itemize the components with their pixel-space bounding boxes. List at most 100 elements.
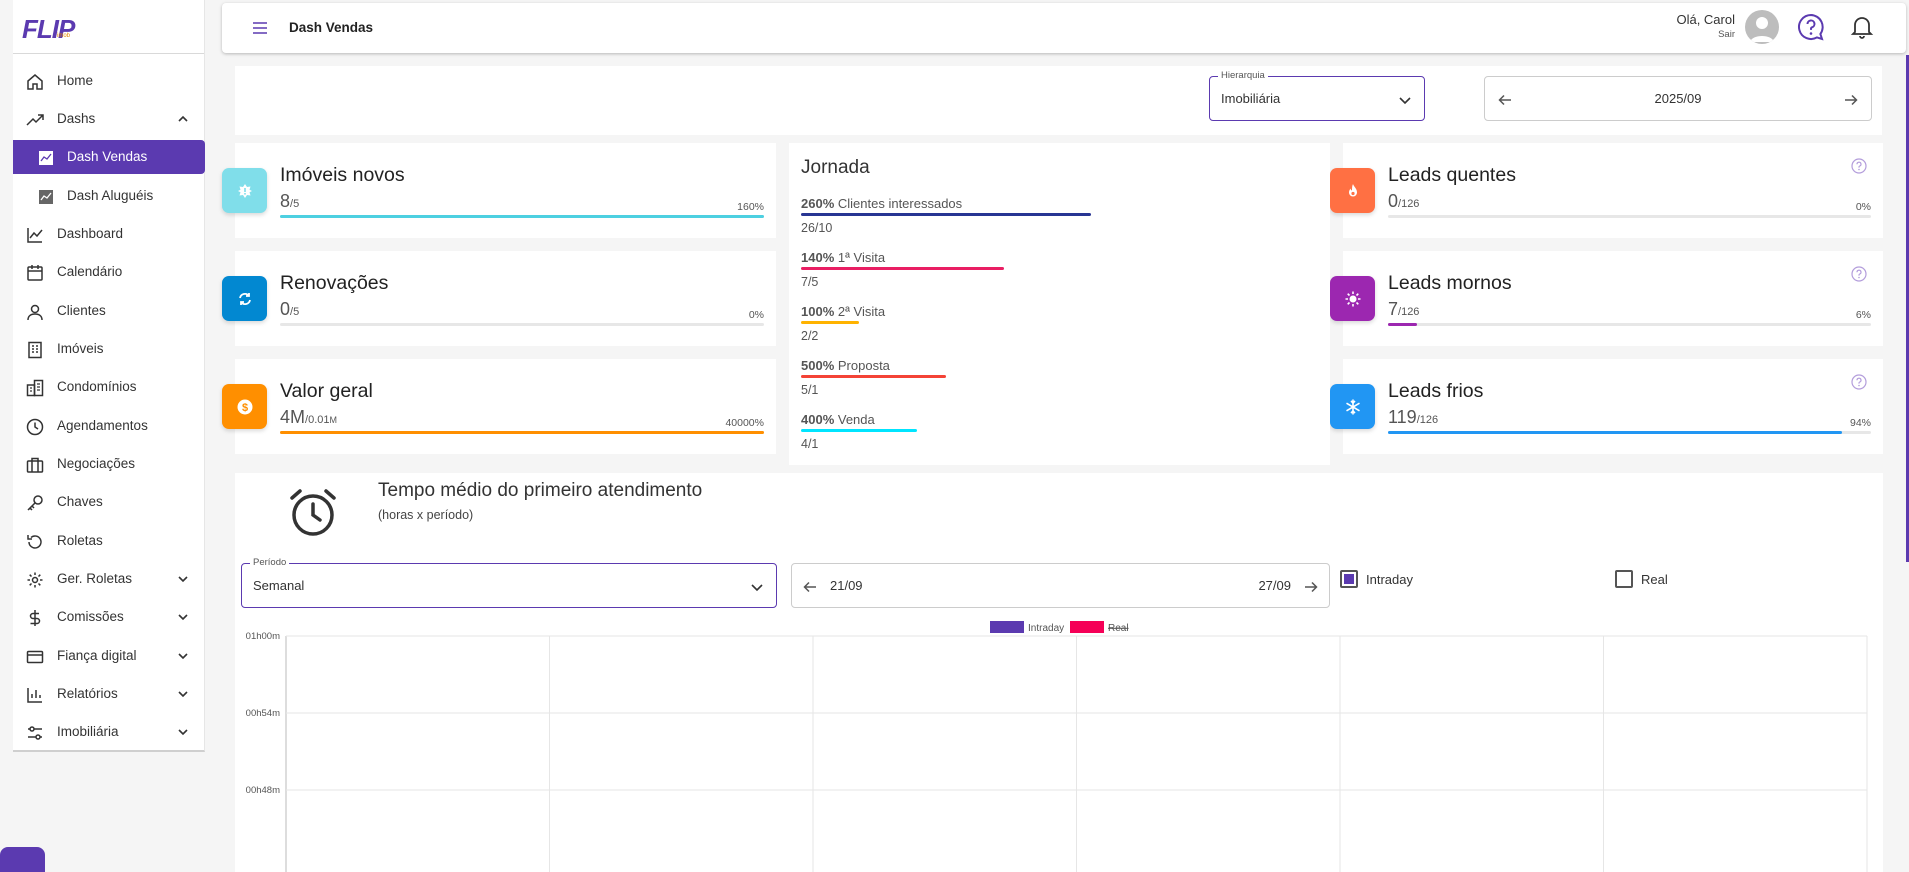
kpi-percent: 94% — [1849, 417, 1871, 429]
hierarquia-select[interactable]: Hierarquia Imobiliária — [1209, 70, 1425, 121]
next-month-icon[interactable] — [1843, 92, 1859, 108]
avatar[interactable] — [1745, 10, 1779, 44]
sidebar-item-imoveis[interactable]: Imóveis — [13, 332, 205, 366]
bell-icon[interactable] — [1849, 14, 1875, 40]
intraday-checkbox[interactable]: Intraday — [1340, 570, 1413, 588]
kpi-value-group: 4M/0.01M — [280, 407, 337, 428]
prev-week-icon[interactable] — [802, 579, 818, 595]
kpi-target-unit: M — [329, 415, 337, 425]
sidebar-item-label: Imobiliária — [57, 724, 119, 739]
periodo-select[interactable]: Período Semanal — [241, 557, 777, 608]
sidebar-item-relatorios[interactable]: Relatórios — [13, 677, 205, 711]
gear-icon — [26, 571, 44, 589]
kpi-target: /126 — [1416, 414, 1439, 426]
real-checkbox-box[interactable] — [1615, 570, 1633, 588]
sidebar-item-label: Roletas — [57, 533, 103, 548]
kpi-progress-track — [1388, 215, 1871, 218]
kpi-title: Leads mornos — [1388, 272, 1512, 294]
next-week-icon[interactable] — [1303, 579, 1319, 595]
help-icon[interactable] — [1797, 13, 1825, 41]
kpi-title: Renovações — [280, 272, 389, 294]
stage-header: 260% Clientes interessados — [801, 196, 1321, 211]
jornada-stage: 260% Clientes interessados 26/10 — [801, 196, 1321, 235]
logo[interactable]: FLIP imob — [13, 0, 204, 54]
stage-label: Venda — [837, 412, 875, 427]
intraday-label: Intraday — [1366, 571, 1413, 587]
sidebar-item-label: Relatórios — [57, 686, 118, 701]
sidebar-item-comissoes[interactable]: Comissões — [13, 600, 205, 634]
chat-widget-button[interactable] — [0, 847, 45, 872]
sidebar-item-label: Dashboard — [57, 226, 124, 241]
menu-icon[interactable] — [252, 20, 268, 36]
sidebar-item-label: Ger. Roletas — [57, 571, 133, 586]
sidebar-item-chaves[interactable]: Chaves — [13, 485, 205, 519]
hierarquia-label: Hierarquia — [1218, 70, 1268, 81]
kpi-card-imoveis-novos: Imóveis novos 8/5 160% — [235, 143, 776, 238]
date-to: 27/09 — [1258, 578, 1291, 593]
sidebar-item-fianca-digital[interactable]: Fiança digital — [13, 639, 205, 673]
sidebar-item-ger-roletas[interactable]: Ger. Roletas — [13, 562, 205, 596]
help-circle-icon[interactable] — [1851, 266, 1867, 282]
sidebar-item-clientes[interactable]: Clientes — [13, 294, 205, 328]
sidebar-item-agendamentos[interactable]: Agendamentos — [13, 409, 205, 443]
filter-bar: Hierarquia Imobiliária 2025/09 — [235, 66, 1882, 135]
sidebar-item-label: Dash Vendas — [67, 149, 148, 164]
logout-link[interactable]: Sair — [1718, 29, 1735, 40]
legend-swatch — [990, 621, 1024, 633]
kpi-title: Imóveis novos — [280, 164, 405, 186]
intraday-checkbox-box[interactable] — [1340, 570, 1358, 588]
kpi-progress-track — [280, 323, 764, 326]
sidebar-item-dash-vendas[interactable]: Dash Vendas — [13, 140, 205, 174]
chevron-down-icon[interactable] — [177, 726, 189, 738]
help-circle-icon[interactable] — [1851, 158, 1867, 174]
sidebar-item-label: Chaves — [57, 494, 103, 509]
real-checkbox[interactable]: Real — [1615, 570, 1668, 588]
line-chart-icon — [26, 226, 44, 244]
top-bar: Dash Vendas Olá, Carol Sair — [222, 3, 1906, 53]
money-icon: $ — [222, 384, 267, 429]
chevron-down-icon[interactable] — [177, 611, 189, 623]
sidebar: FLIP imob Home Dashs Dash Vendas Dash Alugu… — [13, 0, 205, 752]
sidebar-item-calendario[interactable]: Calendário — [13, 255, 205, 289]
sidebar-item-label: Condomínios — [57, 379, 137, 394]
scrollbar[interactable] — [1906, 55, 1909, 562]
sidebar-item-label: Calendário — [57, 264, 123, 279]
clock-icon — [26, 418, 44, 436]
kpi-percent: 0% — [1855, 201, 1871, 213]
sidebar-item-negociacoes[interactable]: Negociações — [13, 447, 205, 481]
sidebar-item-home[interactable]: Home — [13, 64, 205, 98]
greeting-text: Olá, Carol — [1676, 12, 1735, 27]
periodo-label: Período — [250, 557, 290, 568]
tempo-chart: Intraday Real 01h00m 00h54m 00h48m — [246, 621, 1868, 872]
y-tick-label: 00h48m — [246, 785, 280, 796]
kpi-progress-track — [280, 431, 764, 434]
chevron-down-icon[interactable] — [177, 688, 189, 700]
sidebar-item-dash-alugueis[interactable]: Dash Aluguéis — [13, 179, 205, 213]
kpi-card-leads-frios: Leads frios 119/126 94% — [1343, 359, 1883, 454]
help-circle-icon[interactable] — [1851, 374, 1867, 390]
jornada-stage: 500% Proposta 5/1 — [801, 358, 1321, 397]
kpi-value-group: 7/126 — [1388, 299, 1419, 320]
sidebar-item-label: Agendamentos — [57, 418, 148, 433]
chevron-down-icon[interactable] — [177, 573, 189, 585]
kpi-target: /5 — [290, 306, 300, 318]
kpi-value-group: 8/5 — [280, 191, 299, 212]
prev-month-icon[interactable] — [1497, 92, 1513, 108]
chart-icon — [37, 149, 55, 167]
sidebar-item-roletas[interactable]: Roletas — [13, 524, 205, 558]
legend-label: Intraday — [1028, 623, 1064, 634]
card-icon — [26, 648, 44, 666]
kpi-target: /126 — [1398, 306, 1420, 318]
chevron-down-icon[interactable] — [177, 650, 189, 662]
sidebar-item-label: Comissões — [57, 609, 124, 624]
chevron-up-icon[interactable] — [177, 113, 189, 125]
kpi-percent: 40000% — [725, 417, 764, 429]
sidebar-item-condominios[interactable]: Condomínios — [13, 370, 205, 404]
kpi-target: /126 — [1398, 198, 1420, 210]
jornada-card: Jornada 260% Clientes interessados 26/10 1… — [789, 143, 1330, 465]
sidebar-item-dashboard[interactable]: Dashboard — [13, 217, 205, 251]
sidebar-item-imobiliaria[interactable]: Imobiliária — [13, 715, 205, 749]
kpi-percent: 6% — [1855, 309, 1871, 321]
kpi-title: Valor geral — [280, 380, 373, 402]
sidebar-item-dashs[interactable]: Dashs — [13, 102, 205, 136]
